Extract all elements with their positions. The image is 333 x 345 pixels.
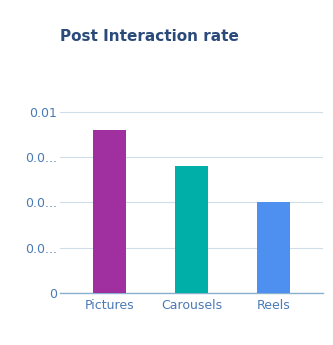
Bar [257,203,290,293]
Bar [93,130,126,293]
Text: Post Interaction rate: Post Interaction rate [60,29,239,43]
Bar [175,166,208,293]
